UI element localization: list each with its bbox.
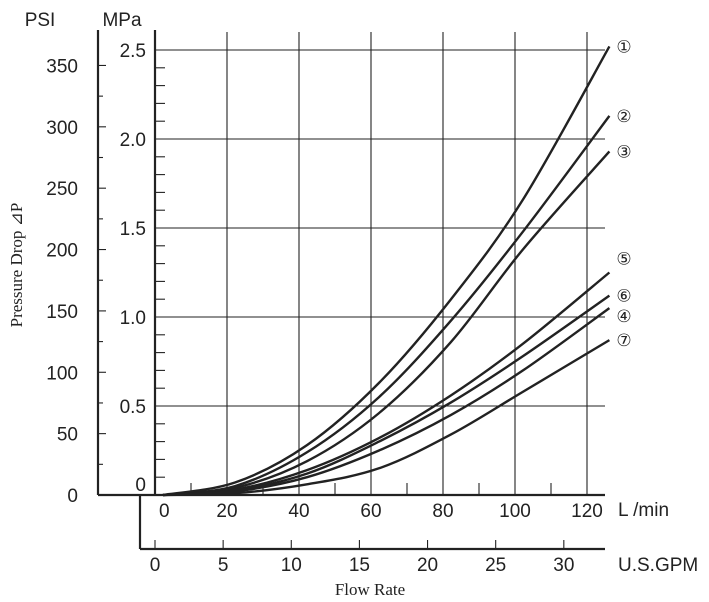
psi-tick-label: 350 [46,56,78,77]
curve-3 [162,150,611,497]
curve-label: ⑤ [616,250,631,269]
curve-label: ① [616,37,631,56]
gpm-tick-label: 10 [281,555,302,576]
gpm-tick-label: 30 [553,555,574,576]
curve-label: ⑥ [616,287,631,306]
mpa-tick-label: 2.5 [120,41,146,62]
curve-7 [162,339,611,497]
curve-2 [162,115,611,497]
mpa-tick-label: 2.0 [120,130,146,151]
lpm-tick-label: 40 [288,501,309,522]
gpm-unit-label: U.S.GPM [618,555,698,576]
mpa-unit-label: MPa [102,10,142,31]
gpm-tick-label: 0 [150,555,161,576]
x-axis-title: Flow Rate [335,580,405,599]
psi-tick-label: 0 [67,486,78,507]
lpm-tick-label: 120 [571,501,603,522]
gpm-tick-label: 15 [349,555,370,576]
lpm-tick-label: 60 [360,501,381,522]
mpa-tick-label: 1.5 [120,219,146,240]
psi-unit-label: PSI [25,10,56,31]
lpm-tick-label: 80 [432,501,453,522]
curve-1 [162,45,611,497]
curve-label: ⑦ [616,331,631,350]
grid-lines [155,32,605,495]
y-axis-title: Pressure Drop ⊿P [7,203,26,328]
psi-tick-label: 200 [46,241,78,262]
curve-label: ② [616,107,631,126]
lpm-tick-label: 100 [499,501,531,522]
lpm-unit-label: L /min [618,500,669,521]
curves [162,45,611,497]
curve-label: ③ [616,142,631,161]
curve-label: ④ [616,307,631,326]
gpm-tick-label: 20 [417,555,438,576]
mpa-tick-label: 0.5 [120,397,146,418]
mpa-tick-label: 1.0 [120,308,146,329]
curve-4 [162,271,611,497]
axes [96,30,605,551]
curve-6 [162,307,611,497]
curve-labels: ① ② ③ ⑤ ⑥④ ⑦ [616,37,631,350]
psi-tick-label: 150 [46,302,78,323]
psi-tick-label: 300 [46,118,78,139]
psi-tick-label: 100 [46,363,78,384]
mpa-tick-label: 0 [135,475,146,496]
psi-tick-label: 50 [57,425,78,446]
psi-tick-label: 250 [46,179,78,200]
lpm-tick-label: 0 [159,501,170,522]
lpm-tick-label: 20 [216,501,237,522]
gpm-tick-label: 5 [218,555,229,576]
gpm-tick-label: 25 [485,555,506,576]
